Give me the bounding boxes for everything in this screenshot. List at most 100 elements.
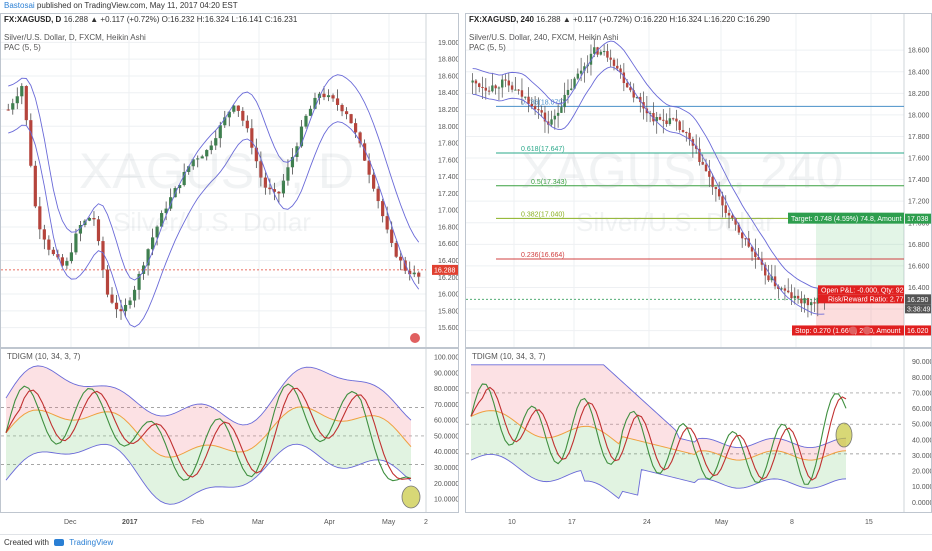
- candle-body: [481, 86, 484, 88]
- right-indicator-label[interactable]: PAC (5, 5): [469, 43, 506, 52]
- candle-body: [510, 85, 514, 90]
- candle-body: [570, 88, 573, 90]
- left-oscillator-panel[interactable]: 100.0000 90.0000 80.0000 70.0000 60.0000 50.0…: [0, 348, 459, 513]
- candle-body: [101, 241, 105, 270]
- right-oscillator-chart[interactable]: 90.0000 80.0000 70.0000 60.0000 50.0000 40.00…: [466, 349, 932, 513]
- tradingview-link[interactable]: TradingView: [69, 538, 114, 547]
- fib-level-label: 0.618(17.647): [521, 146, 565, 153]
- candle-body: [806, 298, 810, 306]
- right-price-chart[interactable]: 18.600 18.400 18.200 18.000 17.800 17.600 17.4…: [466, 14, 932, 348]
- y-tick-label: 16.600: [438, 241, 459, 248]
- candle-body: [487, 90, 491, 92]
- candle-body: [560, 107, 563, 113]
- candle-body: [205, 150, 209, 157]
- left-time-axis[interactable]: Dec 2017 Feb Mar Apr May 2: [0, 514, 459, 530]
- rr-label: Risk/Reward Ratio: 2.77: [828, 296, 904, 303]
- candle-body: [299, 126, 304, 147]
- candle-body: [169, 197, 173, 209]
- fib-level-label: 0.786(18.079): [521, 99, 565, 106]
- left-price-panel[interactable]: 19.000 18.800 18.600 18.400 18.200 18.000 17.8…: [0, 13, 459, 348]
- footer: Created with TradingView: [0, 534, 932, 550]
- left-indicator-label[interactable]: PAC (5, 5): [4, 43, 41, 52]
- candle-body: [381, 201, 385, 217]
- y-tick-label: 18.400: [438, 90, 459, 97]
- candle-body: [92, 218, 96, 220]
- stop-price-badge: [905, 325, 931, 336]
- candle-body: [543, 112, 547, 122]
- candle-body: [24, 86, 28, 121]
- candle-body: [385, 216, 389, 230]
- right-symbol[interactable]: FX:XAGUSD, 240: [469, 15, 534, 24]
- osc-upper-band: [471, 364, 847, 449]
- left-osc-title[interactable]: TDIGM (10, 34, 3, 7): [7, 352, 81, 361]
- left-symbol[interactable]: FX:XAGUSD, D: [4, 15, 62, 24]
- candle-body: [777, 286, 780, 289]
- candle-body: [750, 246, 754, 252]
- candle-body: [471, 80, 474, 83]
- osc-rsi-line: [5, 383, 412, 482]
- y-tick-label: 18.600: [908, 48, 930, 55]
- left-price-chart[interactable]: 19.000 18.800 18.600 18.400 18.200 18.000 17.8…: [1, 14, 459, 348]
- candle-body: [60, 257, 64, 266]
- candle-body: [78, 225, 83, 234]
- candle-body: [556, 112, 560, 116]
- candle-body: [813, 302, 816, 304]
- candle-body: [675, 118, 678, 122]
- candle-body: [714, 186, 718, 190]
- right-price-panel[interactable]: 18.600 18.400 18.200 18.000 17.800 17.600 17.4…: [465, 13, 932, 348]
- candle-body: [196, 158, 200, 160]
- right-time-axis[interactable]: 10 17 24 May 8 15: [465, 514, 932, 530]
- osc-y-tick-label: 60.0000: [434, 418, 459, 425]
- candle-body: [770, 276, 773, 281]
- candle-body: [754, 251, 757, 258]
- right-symbol-line: FX:XAGUSD, 240 16.288 ▲ +0.117 (+0.72%) …: [469, 15, 770, 24]
- pac-upper-band: [472, 40, 825, 289]
- osc-highlight-marker: [835, 422, 853, 448]
- left-chart-title: Silver/U.S. Dollar, D, FXCM, Heikin Ashi: [4, 33, 146, 42]
- left-oscillator-chart[interactable]: 100.0000 90.0000 80.0000 70.0000 60.0000 50.0…: [1, 349, 459, 513]
- candle-body: [178, 185, 182, 189]
- right-oscillator-panel[interactable]: 90.0000 80.0000 70.0000 60.0000 50.0000 40.00…: [465, 348, 932, 513]
- candle-body: [474, 80, 478, 84]
- target-price-badge: [905, 213, 931, 224]
- osc-mid-line: [470, 410, 847, 461]
- candle-body: [593, 47, 596, 54]
- candle-body: [786, 290, 790, 293]
- y-tick-label: 15.800: [438, 308, 459, 315]
- candle-body: [132, 289, 137, 301]
- candle-body: [783, 288, 787, 291]
- candle-body: [214, 138, 218, 146]
- x-tick-label: 8: [790, 519, 794, 526]
- candle-body: [200, 156, 204, 159]
- candle-body: [308, 108, 313, 116]
- right-osc-title[interactable]: TDIGM (10, 34, 3, 7): [472, 352, 546, 361]
- left-symbol-line: FX:XAGUSD, D 16.288 ▲ +0.117 (+0.72%) O:…: [4, 15, 297, 24]
- candle-body: [678, 121, 681, 130]
- osc-signal-line: [5, 387, 412, 480]
- candle-body: [625, 83, 629, 88]
- candle-body: [629, 87, 632, 91]
- right-chart-title: Silver/U.S. Dollar, 240, FXCM, Heikin As…: [469, 33, 619, 42]
- candle-body: [537, 109, 540, 111]
- candle-body: [524, 96, 527, 98]
- candle-body: [87, 218, 92, 221]
- candle-body: [688, 132, 691, 140]
- candle-body: [33, 165, 37, 207]
- us-flag-icon: [849, 326, 857, 335]
- osc-y-tick-label: 50.0000: [434, 433, 459, 440]
- publish-header: Bastosai published on TradingView.com, M…: [0, 0, 932, 12]
- us-flag-icon: [863, 326, 871, 335]
- author-link[interactable]: Bastosai: [4, 1, 35, 10]
- candle-body: [290, 156, 295, 168]
- y-tick-label: 16.200: [438, 275, 459, 282]
- candle-body: [15, 96, 19, 104]
- candle-body: [711, 176, 714, 187]
- candle-body: [491, 85, 494, 92]
- candle-body: [550, 119, 553, 125]
- candle-body: [701, 161, 704, 165]
- candle-body: [412, 272, 416, 275]
- candle-body: [530, 103, 534, 107]
- candle-body: [286, 167, 290, 181]
- candle-body: [497, 87, 501, 89]
- candle-body: [658, 116, 662, 120]
